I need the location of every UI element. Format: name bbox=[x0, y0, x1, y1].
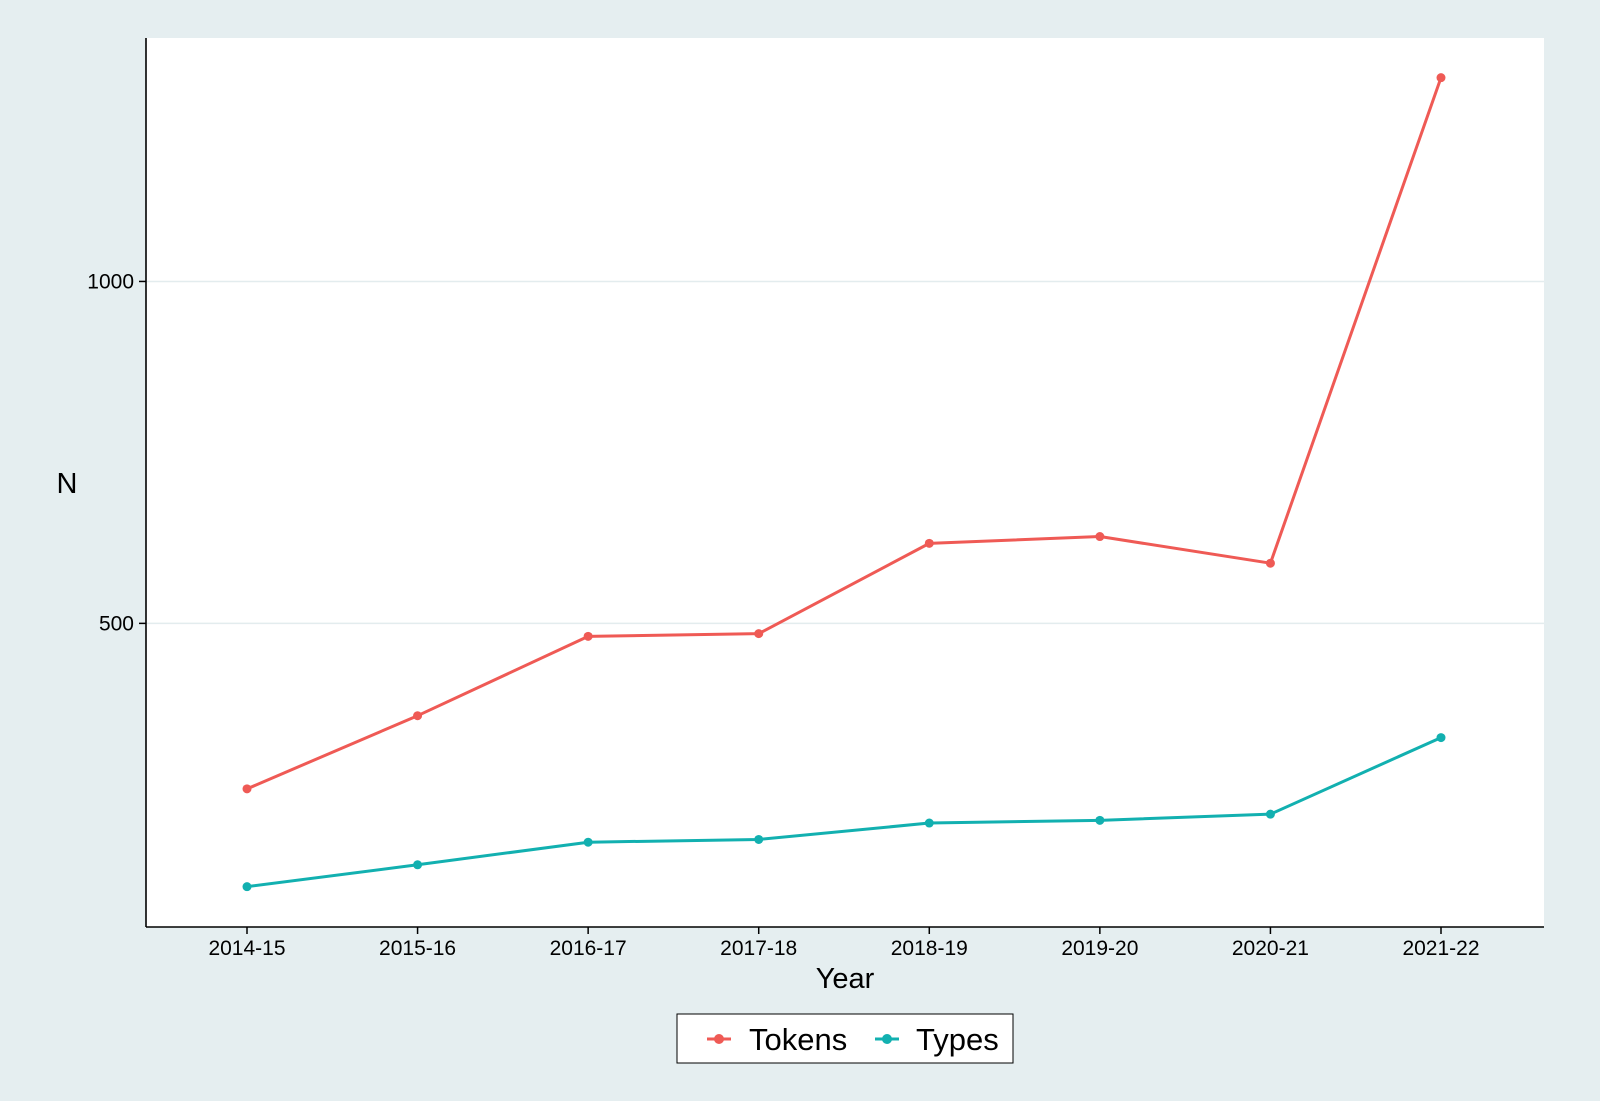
x-tick-label-2019-20: 2019-20 bbox=[1061, 937, 1138, 960]
data-point-types-2015-16 bbox=[413, 860, 423, 870]
legend-tokens-marker bbox=[714, 1034, 724, 1044]
x-tick-label-2018-19: 2018-19 bbox=[891, 937, 968, 960]
x-tick-label-2020-21: 2020-21 bbox=[1232, 937, 1309, 960]
series-line-tokens bbox=[246, 77, 1443, 791]
data-point-tokens-2021-22 bbox=[1436, 73, 1446, 83]
data-point-types-2017-18 bbox=[754, 834, 764, 844]
series-layer bbox=[242, 73, 1446, 892]
x-tick-label-2021-22: 2021-22 bbox=[1402, 937, 1479, 960]
data-point-types-2020-21 bbox=[1265, 809, 1275, 819]
plot-background bbox=[146, 38, 1544, 927]
y-tick-label-1000: 1000 bbox=[87, 270, 134, 293]
x-tick-label-2015-16: 2015-16 bbox=[379, 937, 456, 960]
x-ticks: 2014-15 2015-16 2016-17 2017-18 2018-19 2019-… bbox=[208, 927, 1480, 960]
data-point-tokens-2018-19 bbox=[924, 538, 934, 548]
y-axis-title: N bbox=[57, 468, 78, 500]
data-point-tokens-2017-18 bbox=[754, 629, 764, 639]
data-point-types-2016-17 bbox=[583, 837, 593, 847]
y-tick-label-500: 500 bbox=[99, 612, 134, 635]
legend-types-marker bbox=[882, 1034, 892, 1044]
legend: Tokens Types bbox=[676, 1013, 1014, 1064]
data-point-types-2018-19 bbox=[924, 818, 934, 828]
x-tick-label-2014-15: 2014-15 bbox=[208, 937, 285, 960]
data-point-types-2014-15 bbox=[242, 882, 252, 892]
data-point-tokens-2019-20 bbox=[1095, 532, 1105, 542]
axes bbox=[145, 38, 1544, 928]
legend-tokens-label: Tokens bbox=[749, 1022, 847, 1057]
gridlines bbox=[146, 280, 1544, 625]
data-point-types-2021-22 bbox=[1436, 733, 1446, 743]
x-tick-label-2016-17: 2016-17 bbox=[550, 937, 627, 960]
x-tick-label-2017-18: 2017-18 bbox=[720, 937, 797, 960]
x-axis-title: Year bbox=[816, 963, 875, 995]
data-point-types-2019-20 bbox=[1095, 815, 1105, 825]
y-ticks: 500 1000 bbox=[87, 270, 146, 635]
series-line-types bbox=[246, 736, 1442, 889]
data-point-tokens-2014-15 bbox=[242, 784, 252, 794]
legend-types-label: Types bbox=[916, 1022, 999, 1057]
data-point-tokens-2015-16 bbox=[413, 711, 423, 721]
legend-box bbox=[676, 1013, 1014, 1064]
data-point-tokens-2016-17 bbox=[583, 631, 593, 641]
data-point-tokens-2020-21 bbox=[1265, 558, 1275, 568]
